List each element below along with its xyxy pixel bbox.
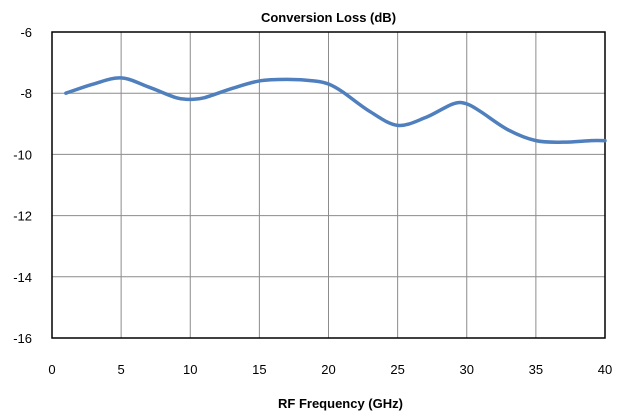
x-tick-label: 15: [252, 362, 266, 377]
x-tick-label: 20: [321, 362, 335, 377]
y-tick-label: -16: [13, 331, 32, 346]
y-tick-label: -14: [13, 270, 32, 285]
x-tick-labels: 0 5 10 15 20 25 30 35 40: [48, 362, 612, 377]
y-tick-label: -10: [13, 147, 32, 162]
x-tick-label: 40: [598, 362, 612, 377]
series-layer: [64, 76, 607, 144]
y-tick-labels: -6 -8 -10 -12 -14 -16: [13, 25, 32, 346]
x-tick-label: 25: [390, 362, 404, 377]
x-tick-label: 5: [118, 362, 125, 377]
y-tick-label: -6: [20, 25, 32, 40]
chart-title: Conversion Loss (dB): [261, 10, 396, 25]
x-tick-label: 0: [48, 362, 55, 377]
grid-lines: [51, 31, 606, 339]
y-tick-label: -8: [20, 86, 32, 101]
x-tick-label: 35: [529, 362, 543, 377]
x-tick-label: 30: [460, 362, 474, 377]
series-line: [64, 76, 607, 144]
x-axis-label: RF Frequency (GHz): [278, 396, 403, 411]
plot-area: [51, 31, 606, 339]
y-tick-label: -12: [13, 209, 32, 224]
x-tick-label: 10: [183, 362, 197, 377]
